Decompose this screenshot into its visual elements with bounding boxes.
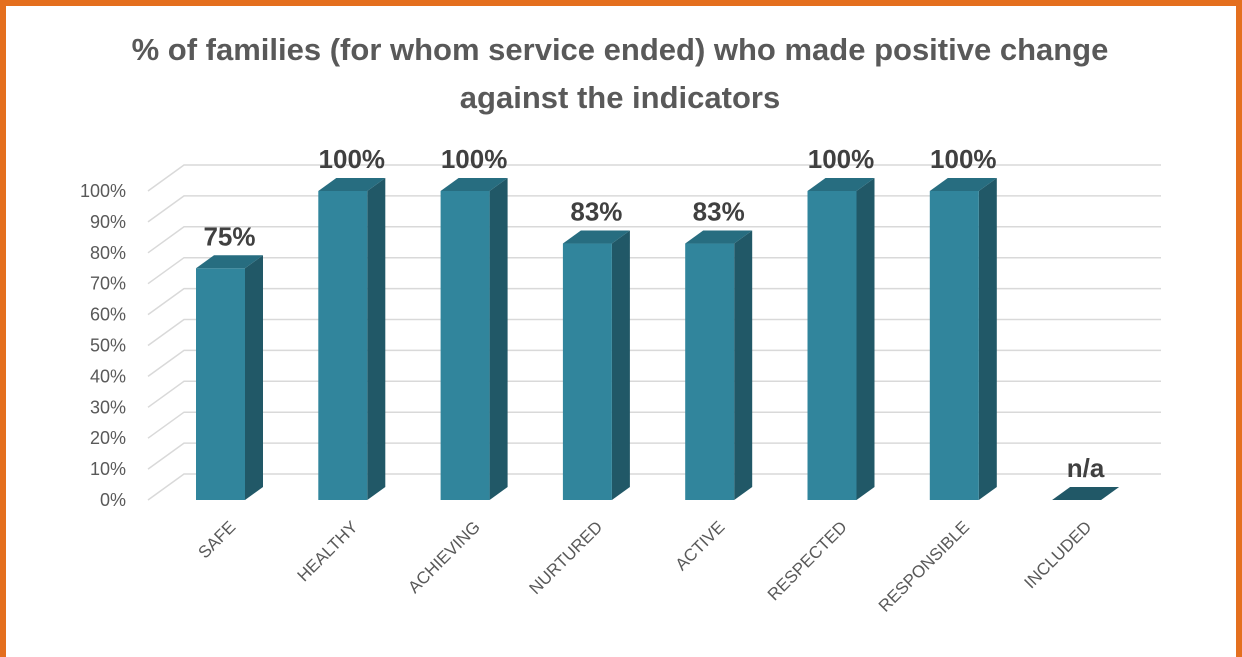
gridline: [147, 473, 1161, 501]
bar-top: [929, 178, 997, 191]
y-tick-label: 30%: [90, 397, 126, 417]
bar-front: [196, 268, 245, 500]
bar-included: [1052, 487, 1120, 500]
bar-top: [807, 178, 875, 191]
bar-respected: [807, 178, 875, 500]
data-label: 75%: [203, 221, 255, 251]
gridline: [147, 411, 1161, 439]
bar-front: [440, 191, 490, 500]
y-tick-label: 80%: [90, 243, 126, 263]
bar-active: [685, 230, 753, 500]
bar-side: [367, 178, 386, 500]
bar-side: [245, 255, 263, 500]
y-tick-label: 100%: [80, 181, 126, 201]
y-tick-label: 90%: [90, 212, 126, 232]
x-tick-label: INCLUDED: [1021, 517, 1096, 592]
chart-title: % of families (for whom service ended) w…: [131, 32, 1109, 115]
y-tick-label: 70%: [90, 274, 126, 294]
y-tick-label: 60%: [90, 305, 126, 325]
bar-front: [562, 243, 612, 500]
x-tick-label: NURTURED: [526, 517, 607, 598]
bar-side: [734, 230, 753, 500]
x-tick-label: HEALTHY: [294, 517, 362, 585]
bar-top: [562, 230, 630, 244]
y-tick-label: 10%: [90, 459, 126, 479]
gridline: [147, 226, 1161, 254]
x-tick-label: RESPECTED: [764, 517, 851, 604]
bar-safe: [196, 255, 263, 500]
bar-achieving: [440, 178, 508, 500]
y-tick-label: 20%: [90, 428, 126, 448]
gridline: [147, 164, 1161, 192]
bar-front: [318, 191, 368, 500]
gridline: [147, 256, 1161, 285]
data-label: 83%: [570, 197, 622, 227]
bar-front: [929, 191, 979, 500]
bar-top: [685, 230, 753, 244]
bar-side: [978, 178, 997, 500]
bar-nurtured: [562, 230, 630, 500]
x-tick-label: SAFE: [194, 517, 239, 562]
bar-responsible: [929, 178, 997, 500]
data-label: 100%: [808, 144, 875, 174]
y-tick-label: 40%: [90, 366, 126, 386]
bar-healthy: [318, 178, 386, 500]
bar-front: [807, 191, 857, 500]
x-tick-label: ACTIVE: [672, 517, 729, 574]
gridline: [147, 195, 1161, 223]
gridlines: [147, 164, 1161, 501]
data-label: 100%: [441, 144, 508, 174]
bar-top: [1052, 487, 1120, 500]
x-tick-label: ACHIEVING: [404, 517, 484, 597]
data-label: 100%: [319, 144, 386, 174]
y-tick-label: 50%: [90, 336, 126, 356]
bar-front: [685, 243, 735, 500]
gridline: [147, 442, 1161, 470]
bar-top: [318, 178, 386, 191]
gridline: [147, 380, 1161, 408]
x-tick-label: RESPONSIBLE: [875, 517, 973, 615]
bar-top: [440, 178, 508, 191]
gridline: [147, 287, 1161, 316]
data-label: 100%: [930, 144, 997, 174]
bars: [196, 178, 1120, 500]
gridline: [147, 349, 1161, 378]
x-axis-ticks: SAFE HEALTHY ACHIEVING NURTURED ACTIVE RESPEC…: [194, 517, 1095, 615]
data-label: 83%: [693, 197, 745, 227]
gridline: [147, 318, 1161, 347]
y-axis-ticks: 0% 10% 20% 30% 40% 50% 60% 70% 80% 90% 100%: [80, 181, 126, 510]
bar-side: [489, 178, 508, 500]
y-tick-label: 0%: [100, 490, 126, 510]
bar-side: [856, 178, 875, 500]
data-labels: 75% 100% 100% 83% 83% 100% 100% n/a: [203, 144, 1104, 483]
bar-side: [611, 230, 630, 500]
data-label: n/a: [1067, 453, 1105, 483]
bar-top: [196, 255, 263, 269]
